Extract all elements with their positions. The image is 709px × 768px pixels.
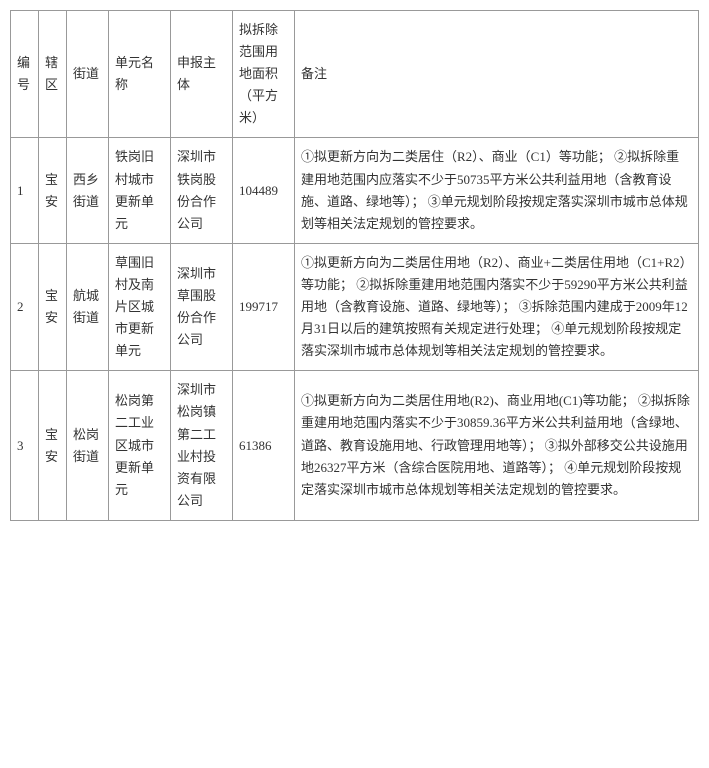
table-row: 1 宝安 西乡街道 铁岗旧村城市更新单元 深圳市铁岗股份合作公司 104489 … <box>11 138 699 243</box>
urban-renewal-table: 编号 辖区 街道 单元名称 申报主体 拟拆除范围用地面积（平方米） 备注 1 宝… <box>10 10 699 521</box>
cell-street: 松岗街道 <box>67 371 109 521</box>
cell-street: 航城街道 <box>67 243 109 370</box>
table-row: 2 宝安 航城街道 草围旧村及南片区城市更新单元 深圳市草围股份合作公司 199… <box>11 243 699 370</box>
table-row: 3 宝安 松岗街道 松岗第二工业区城市更新单元 深圳市松岗镇第二工业村投资有限公… <box>11 371 699 521</box>
cell-area: 199717 <box>233 243 295 370</box>
cell-id: 2 <box>11 243 39 370</box>
cell-area: 104489 <box>233 138 295 243</box>
cell-unit: 松岗第二工业区城市更新单元 <box>109 371 171 521</box>
col-header-notes: 备注 <box>295 11 699 138</box>
cell-district: 宝安 <box>39 243 67 370</box>
cell-id: 1 <box>11 138 39 243</box>
col-header-street: 街道 <box>67 11 109 138</box>
cell-applicant: 深圳市草围股份合作公司 <box>171 243 233 370</box>
cell-district: 宝安 <box>39 138 67 243</box>
cell-notes: ①拟更新方向为二类居住用地(R2)、商业用地(C1)等功能； ②拟拆除重建用地范… <box>295 371 699 521</box>
cell-unit: 铁岗旧村城市更新单元 <box>109 138 171 243</box>
col-header-applicant: 申报主体 <box>171 11 233 138</box>
cell-applicant: 深圳市铁岗股份合作公司 <box>171 138 233 243</box>
cell-street: 西乡街道 <box>67 138 109 243</box>
header-row: 编号 辖区 街道 单元名称 申报主体 拟拆除范围用地面积（平方米） 备注 <box>11 11 699 138</box>
cell-applicant: 深圳市松岗镇第二工业村投资有限公司 <box>171 371 233 521</box>
cell-id: 3 <box>11 371 39 521</box>
col-header-id: 编号 <box>11 11 39 138</box>
col-header-district: 辖区 <box>39 11 67 138</box>
cell-unit: 草围旧村及南片区城市更新单元 <box>109 243 171 370</box>
cell-area: 61386 <box>233 371 295 521</box>
col-header-area: 拟拆除范围用地面积（平方米） <box>233 11 295 138</box>
col-header-unit: 单元名称 <box>109 11 171 138</box>
cell-notes: ①拟更新方向为二类居住（R2）、商业（C1）等功能； ②拟拆除重建用地范围内应落… <box>295 138 699 243</box>
cell-district: 宝安 <box>39 371 67 521</box>
cell-notes: ①拟更新方向为二类居住用地（R2）、商业+二类居住用地（C1+R2）等功能； ②… <box>295 243 699 370</box>
